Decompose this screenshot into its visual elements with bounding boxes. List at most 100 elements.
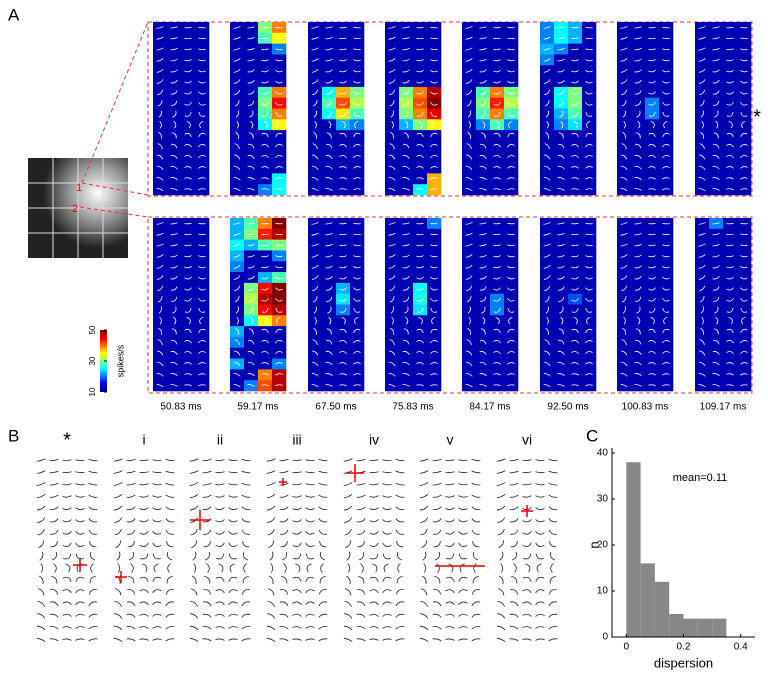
contour-glyph bbox=[140, 519, 149, 521]
contour-glyph bbox=[37, 626, 45, 630]
contour-glyph bbox=[536, 639, 545, 640]
heatmap-cell bbox=[554, 173, 568, 184]
heatmap-cell bbox=[167, 380, 181, 391]
heatmap-cell bbox=[399, 76, 413, 87]
heatmap-cell bbox=[709, 141, 723, 152]
heatmap-cell bbox=[476, 261, 490, 272]
contour-glyph bbox=[128, 576, 134, 583]
contour-glyph bbox=[306, 460, 315, 461]
heatmap-cell bbox=[540, 348, 554, 359]
heatmap-cell bbox=[582, 359, 596, 370]
contour-glyph bbox=[229, 496, 238, 498]
heatmap-cell bbox=[427, 141, 441, 152]
contour-glyph bbox=[446, 590, 455, 593]
heatmap-cell bbox=[490, 119, 504, 130]
contour-glyph bbox=[166, 602, 174, 606]
contour-glyph bbox=[497, 626, 505, 630]
contour-glyph bbox=[383, 531, 392, 534]
heatmap-cell bbox=[476, 326, 490, 337]
heatmap-cell bbox=[195, 130, 209, 141]
heatmap-cell bbox=[153, 337, 167, 348]
heatmap-cell bbox=[659, 326, 673, 337]
heatmap-cell bbox=[582, 184, 596, 195]
heatmap-cell bbox=[554, 152, 568, 163]
contour-glyph bbox=[448, 564, 453, 572]
heatmap-cell bbox=[427, 337, 441, 348]
heatmap-cell bbox=[272, 315, 286, 326]
heatmap-cell bbox=[659, 283, 673, 294]
heatmap-cell bbox=[272, 65, 286, 76]
contour-glyph bbox=[383, 577, 391, 581]
contour-glyph bbox=[472, 530, 480, 534]
heatmap-cell bbox=[336, 272, 350, 283]
contour-glyph bbox=[446, 602, 455, 605]
heatmap-cell bbox=[258, 240, 272, 251]
heatmap-cell bbox=[399, 261, 413, 272]
heatmap-cell bbox=[181, 369, 195, 380]
heatmap-cell bbox=[490, 152, 504, 163]
heatmap-cell bbox=[504, 359, 518, 370]
contour-glyph bbox=[433, 639, 442, 641]
heatmap-cell bbox=[195, 315, 209, 326]
heatmap-cell bbox=[399, 305, 413, 316]
contour-glyph bbox=[37, 494, 45, 498]
contour-glyph bbox=[420, 638, 428, 641]
contour-glyph bbox=[50, 614, 58, 617]
contour-glyph bbox=[76, 627, 85, 629]
heatmap-cell bbox=[153, 294, 167, 305]
heatmap-cell bbox=[385, 369, 399, 380]
contour-glyph bbox=[422, 576, 426, 584]
contour-glyph bbox=[295, 564, 300, 572]
contour-glyph bbox=[205, 552, 210, 560]
contour-glyph bbox=[140, 614, 149, 616]
heatmap-cell bbox=[244, 163, 258, 174]
heatmap-cell bbox=[631, 173, 645, 184]
heatmap-cell bbox=[462, 272, 476, 283]
heatmap-cell bbox=[350, 272, 364, 283]
heatmap-cell bbox=[153, 283, 167, 294]
contour-glyph bbox=[229, 614, 238, 616]
contour-glyph bbox=[357, 602, 365, 606]
contour-glyph bbox=[536, 496, 545, 498]
heatmap-cell bbox=[308, 261, 322, 272]
heatmap-cell bbox=[504, 152, 518, 163]
orientation-map bbox=[37, 459, 98, 642]
contour-glyph bbox=[383, 508, 392, 510]
contour-glyph bbox=[51, 576, 57, 583]
contour-glyph bbox=[536, 472, 545, 473]
heatmap-cell bbox=[167, 305, 181, 316]
contour-glyph bbox=[370, 590, 379, 593]
heatmap-cell bbox=[462, 119, 476, 130]
contour-glyph bbox=[76, 590, 85, 593]
contour-glyph bbox=[140, 577, 148, 581]
heatmap-cell bbox=[350, 130, 364, 141]
heatmap-cell bbox=[617, 184, 631, 195]
contour-glyph bbox=[306, 639, 315, 640]
heatmap-cell bbox=[568, 283, 582, 294]
contour-glyph bbox=[536, 543, 545, 547]
contour-glyph bbox=[357, 627, 366, 630]
heatmap-panel bbox=[230, 218, 286, 391]
heatmap-cell bbox=[490, 326, 504, 337]
heatmap-cell bbox=[695, 76, 709, 87]
heatmap-cell bbox=[737, 141, 751, 152]
contour-glyph bbox=[446, 543, 455, 547]
contour-glyph bbox=[203, 495, 212, 497]
contour-glyph bbox=[357, 614, 365, 617]
x-tick-label: 0.4 bbox=[734, 642, 748, 653]
heatmap-cell bbox=[244, 261, 258, 272]
heatmap-cell bbox=[568, 272, 582, 283]
contour-glyph bbox=[89, 602, 97, 606]
heatmap-cell bbox=[350, 163, 364, 174]
heatmap-cell bbox=[554, 65, 568, 76]
contour-glyph bbox=[497, 638, 505, 641]
contour-glyph bbox=[229, 460, 238, 461]
contour-glyph bbox=[218, 564, 223, 572]
heatmap-cell bbox=[322, 283, 336, 294]
contour-glyph bbox=[513, 564, 516, 573]
heatmap-cell bbox=[476, 76, 490, 87]
heatmap-cell bbox=[709, 337, 723, 348]
contour-glyph bbox=[320, 576, 326, 583]
bar bbox=[684, 619, 698, 637]
contour-glyph bbox=[115, 540, 120, 547]
